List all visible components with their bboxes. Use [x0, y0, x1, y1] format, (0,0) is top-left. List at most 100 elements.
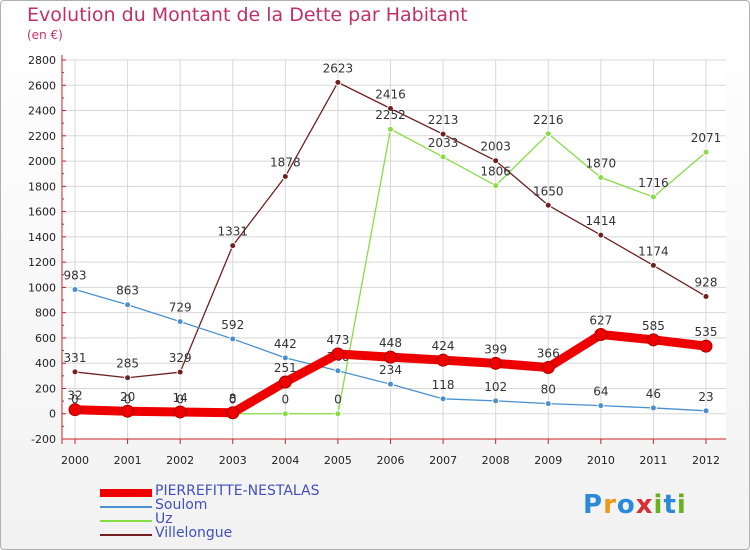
data-label: 234: [379, 363, 402, 377]
data-label: 329: [169, 351, 192, 365]
y-tick-label: 1000: [28, 281, 56, 294]
x-tick-label: 2001: [114, 454, 142, 467]
data-label: 331: [64, 351, 87, 365]
data-label: 1174: [638, 244, 669, 258]
data-label: 442: [274, 337, 297, 351]
data-point: [702, 407, 710, 415]
data-label: 46: [646, 387, 661, 401]
data-label: 102: [484, 380, 507, 394]
data-label: 585: [642, 319, 665, 333]
y-tick-label: 2400: [28, 105, 56, 118]
data-point: [702, 292, 710, 300]
data-label: 2003: [480, 140, 511, 154]
data-label: 0: [334, 393, 342, 407]
data-label: 0: [124, 393, 132, 407]
logo-letter: P: [583, 490, 604, 520]
x-tick-label: 2006: [377, 454, 405, 467]
data-label: 2252: [375, 108, 406, 122]
data-label: 0: [71, 393, 79, 407]
legend-label: PIERREFITTE-NESTALAS: [155, 483, 320, 499]
data-point: [436, 353, 450, 367]
y-tick-label: 1600: [28, 206, 56, 219]
proxiti-logo: Proxiti: [583, 490, 687, 520]
x-tick-label: 2000: [61, 454, 89, 467]
chart-subtitle: (en €): [27, 28, 63, 42]
y-tick-label: 800: [35, 307, 56, 320]
data-point: [334, 78, 342, 86]
data-point: [229, 335, 237, 343]
data-point: [334, 367, 342, 375]
data-label: 366: [537, 346, 560, 360]
data-point: [439, 395, 447, 403]
data-point: [492, 397, 500, 405]
data-label: 729: [169, 301, 192, 315]
y-tick-label: 2600: [28, 79, 56, 92]
data-point: [597, 402, 605, 410]
data-point: [544, 201, 552, 209]
y-tick-label: 2200: [28, 130, 56, 143]
legend-swatch: [100, 534, 152, 536]
logo-letter: r: [603, 490, 617, 520]
x-tick-label: 2012: [692, 454, 720, 467]
y-tick-label: 0: [49, 408, 56, 421]
y-tick-label: 200: [35, 382, 56, 395]
logo-letter: o: [616, 490, 636, 520]
data-point: [281, 172, 289, 180]
y-tick-label: 1400: [28, 231, 56, 244]
data-label: 285: [116, 357, 139, 371]
data-point: [544, 400, 552, 408]
data-point: [173, 405, 187, 419]
data-label: 64: [593, 385, 608, 399]
data-label: 928: [695, 275, 718, 289]
data-label: 863: [116, 284, 139, 298]
data-point: [541, 360, 555, 374]
data-label: 32: [67, 389, 82, 403]
data-point: [649, 193, 657, 201]
data-point: [597, 231, 605, 239]
data-label: 2213: [428, 113, 459, 127]
data-point: [492, 157, 500, 165]
data-label: 251: [274, 361, 297, 375]
data-point: [229, 242, 237, 250]
data-point: [489, 356, 503, 370]
data-label: 80: [541, 383, 556, 397]
y-tick-label: 600: [35, 332, 56, 345]
data-label: 592: [221, 318, 244, 332]
x-tick-label: 2009: [534, 454, 562, 467]
x-tick-label: 2005: [324, 454, 352, 467]
data-point: [68, 403, 82, 417]
data-label: 1878: [270, 155, 301, 169]
x-tick-label: 2007: [429, 454, 457, 467]
data-label: 535: [695, 325, 718, 339]
data-point: [699, 339, 713, 353]
data-point: [71, 368, 79, 376]
data-label: 627: [589, 314, 612, 328]
y-tick-label: 2000: [28, 155, 56, 168]
data-point: [384, 350, 397, 364]
data-point: [649, 261, 657, 269]
y-tick-label: 1800: [28, 180, 56, 193]
legend-label: Uz: [155, 511, 173, 527]
data-label: 118: [432, 378, 455, 392]
data-label: 2216: [533, 113, 564, 127]
legend-swatch: [100, 520, 152, 522]
data-point: [281, 354, 289, 362]
data-point: [124, 374, 132, 382]
data-point: [226, 406, 240, 420]
data-point: [334, 410, 342, 418]
data-label: 1414: [586, 214, 617, 228]
data-point: [176, 368, 184, 376]
y-tick-label: 400: [35, 357, 56, 370]
data-point: [439, 130, 447, 138]
data-point: [121, 404, 135, 418]
data-label: 473: [326, 333, 349, 347]
data-label: 8: [229, 392, 237, 406]
data-point: [646, 333, 660, 347]
data-point: [387, 380, 394, 388]
data-point: [649, 404, 657, 412]
y-tick-label: -200: [31, 433, 56, 446]
legend-swatch: [100, 489, 152, 497]
x-tick-label: 2004: [271, 454, 299, 467]
data-point: [176, 318, 184, 326]
